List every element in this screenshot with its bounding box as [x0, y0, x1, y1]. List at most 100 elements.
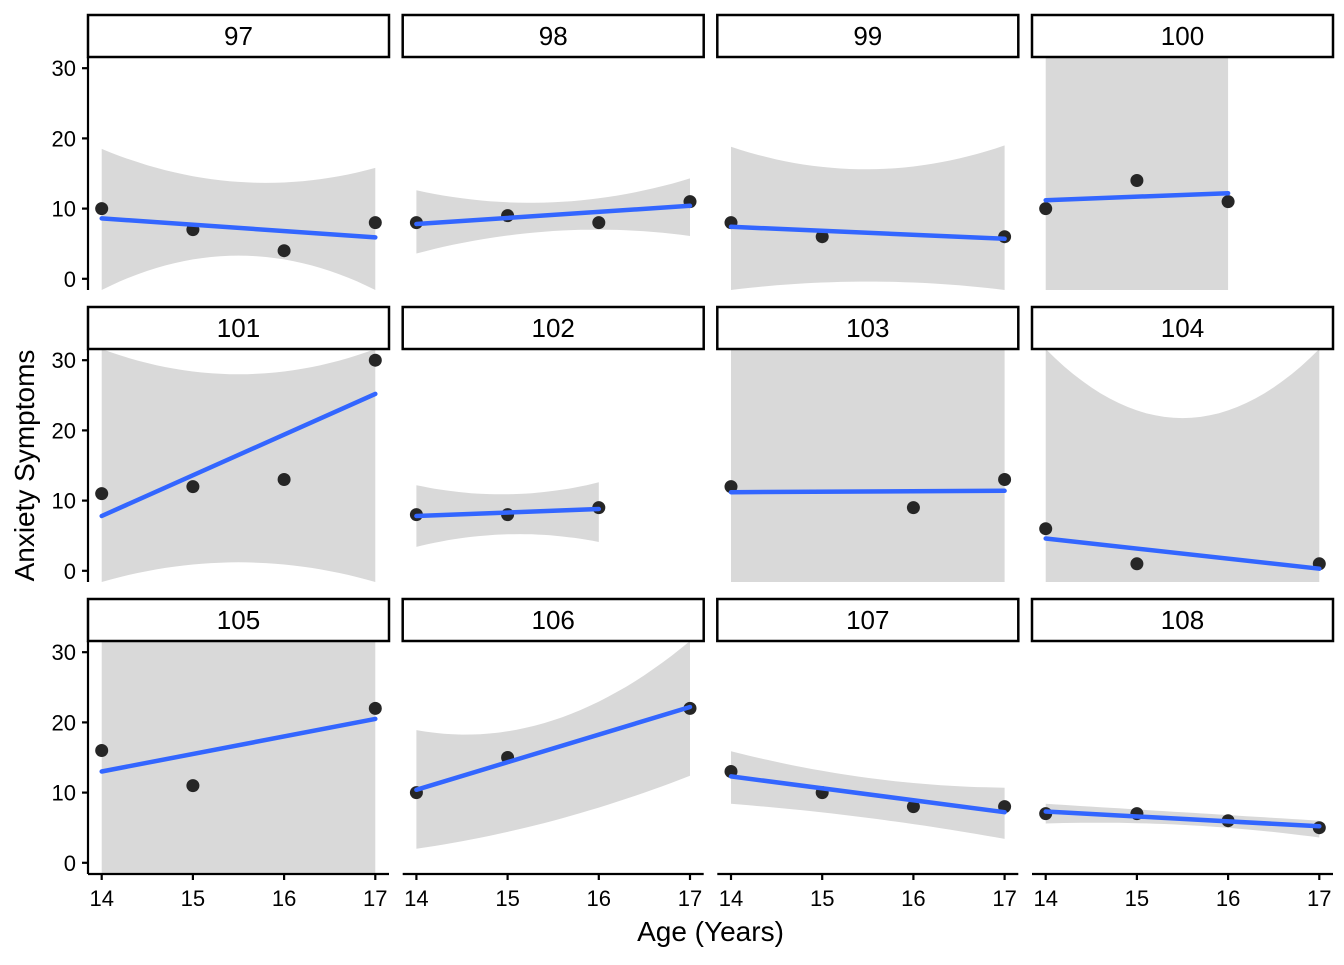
confidence-band [416, 641, 690, 849]
facet-panel-98: 98 [401, 13, 705, 290]
facet-strip-label: 98 [539, 21, 568, 51]
x-axis-tick-label: 17 [363, 886, 387, 911]
data-point [815, 230, 829, 244]
y-axis-tick-label: 20 [52, 710, 76, 735]
facet-strip [716, 13, 1020, 59]
x-axis-tick-label: 14 [1033, 886, 1057, 911]
y-axis-tick-label: 0 [64, 851, 76, 876]
regression-line [728, 488, 1007, 495]
regression-line [414, 704, 693, 793]
panel-background [402, 57, 704, 290]
x-axis-tick-label: 16 [901, 886, 925, 911]
facet-strip [716, 597, 1020, 643]
facet-strip [1030, 13, 1335, 59]
regression-line [99, 216, 378, 240]
regression-line [728, 224, 1007, 242]
facet-strip [86, 13, 391, 59]
facet-panel-97: 97 [86, 13, 391, 290]
y-axis-tick-label: 10 [52, 489, 76, 514]
facet-panel-99: 99 [716, 13, 1020, 290]
regression-line [414, 203, 693, 227]
y-axis-tick-label: 20 [52, 418, 76, 443]
x-axis-title: Age (Years) [637, 916, 784, 947]
x-axis-tick-label: 15 [495, 886, 519, 911]
facet-panel-105: 105 [86, 597, 391, 874]
facet-strip-label: 99 [853, 21, 882, 51]
facet-strip [86, 597, 391, 643]
regression-line [1043, 190, 1231, 203]
confidence-band [1045, 349, 1320, 582]
x-axis-tick-label: 17 [678, 886, 702, 911]
regression-line [414, 506, 602, 519]
y-axis-tick-label: 10 [52, 197, 76, 222]
facet-strip [716, 305, 1020, 351]
x-axis-tick-label: 14 [719, 886, 743, 911]
x-axis-tick-label: 15 [1125, 886, 1149, 911]
facet-strip [401, 597, 705, 643]
facet-panel-102: 102 [401, 305, 705, 582]
data-point [95, 487, 109, 501]
data-point [906, 800, 920, 814]
facet-strip-label: 108 [1161, 605, 1204, 635]
facet-panel-103: 103 [716, 305, 1020, 582]
data-point [724, 480, 738, 494]
panel-background [717, 641, 1019, 874]
data-point [95, 202, 109, 216]
confidence-band [731, 349, 1005, 582]
data-point [368, 701, 382, 715]
facet-strip-label: 105 [217, 605, 260, 635]
y-axis-tick-label: 0 [64, 559, 76, 584]
x-axis-tick-label: 14 [404, 886, 428, 911]
y-axis-title: Anxiety Symptoms [9, 350, 40, 582]
y-axis-tick-label: 0 [64, 267, 76, 292]
y-axis-tick-label: 20 [52, 126, 76, 151]
data-point [998, 473, 1012, 486]
facet-strip-label: 102 [532, 313, 575, 343]
x-axis-tick-label: 15 [181, 886, 205, 911]
confidence-band [731, 145, 1005, 290]
confidence-band [101, 148, 376, 290]
facet-strip-label: 106 [532, 605, 575, 635]
y-axis-tick-label: 30 [52, 56, 76, 81]
facet-strip [1030, 597, 1335, 643]
x-axis-tick-label: 16 [587, 886, 611, 911]
facet-strip-label: 103 [846, 313, 889, 343]
x-axis-tick-label: 17 [992, 886, 1016, 911]
facet-strip-label: 104 [1161, 313, 1204, 343]
facet-strip-label: 97 [224, 21, 253, 51]
y-axis-tick-label: 10 [52, 781, 76, 806]
x-axis-tick-label: 16 [272, 886, 296, 911]
confidence-band [101, 641, 376, 874]
data-point [592, 216, 606, 230]
facet-strip [86, 305, 391, 351]
data-point [1039, 202, 1053, 216]
facet-panel-100: 100 [1030, 13, 1335, 290]
data-point [1130, 174, 1144, 187]
facet-strip [401, 305, 705, 351]
facet-panel-108: 108 [1030, 597, 1335, 874]
regression-line [99, 391, 378, 519]
facet-panel-101: 101 [86, 305, 391, 582]
panel-background [1032, 641, 1333, 874]
regression-line [728, 774, 1007, 815]
facet-strip [1030, 305, 1335, 351]
y-axis-tick-label: 30 [52, 348, 76, 373]
data-point [1130, 557, 1144, 571]
x-axis-tick-label: 16 [1216, 886, 1240, 911]
panel-background [402, 349, 704, 582]
facet-panel-104: 104 [1030, 305, 1335, 582]
x-axis-tick-label: 14 [89, 886, 113, 911]
y-axis-tick-label: 30 [52, 640, 76, 665]
data-point [1221, 195, 1235, 209]
facet-strip-label: 101 [217, 313, 260, 343]
facet-strip-label: 100 [1161, 21, 1204, 51]
confidence-band [1045, 57, 1229, 290]
data-point [186, 480, 200, 494]
facet-panel-107: 107 [716, 597, 1020, 874]
data-point [186, 779, 200, 793]
data-point [906, 501, 920, 515]
facet-strip [401, 13, 705, 59]
